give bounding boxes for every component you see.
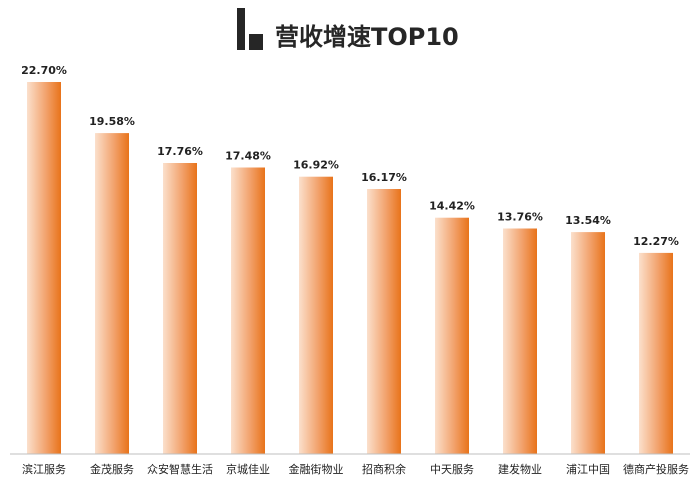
value-label-7: 14.42% [429, 200, 475, 213]
value-label-10: 12.27% [633, 235, 679, 248]
bar-10 [639, 252, 673, 454]
value-label-2: 19.58% [89, 115, 135, 128]
chart-header: 营收增速TOP10 [237, 8, 459, 51]
category-label-7: 中天服务 [430, 463, 474, 476]
value-label-9: 13.54% [565, 214, 611, 227]
value-label-1: 22.70% [21, 64, 67, 77]
value-labels-layer: 22.70% 19.58% 17.76% 17.48% 16.92% 16.17% 14.4… [21, 64, 679, 248]
value-label-3: 17.76% [157, 145, 203, 158]
value-label-5: 16.92% [293, 159, 339, 172]
value-label-4: 17.48% [225, 150, 271, 163]
bar-3 [163, 163, 197, 454]
bar-chart-logo-icon [237, 8, 263, 50]
bar-6 [367, 189, 401, 454]
bar-8 [503, 228, 537, 454]
category-label-10: 德商产投服务 [623, 462, 689, 476]
category-label-2: 金茂服务 [90, 462, 134, 476]
bar-1 [27, 82, 61, 454]
bar-7 [435, 217, 469, 454]
category-label-3: 众安智慧生活 [147, 462, 213, 476]
bar-2 [95, 133, 129, 454]
bar-5 [299, 176, 333, 454]
bar-9 [571, 232, 605, 454]
bar-4 [231, 167, 265, 454]
bars-layer [27, 82, 673, 454]
category-label-1: 滨江服务 [22, 462, 66, 476]
category-label-4: 京城佳业 [226, 462, 270, 476]
category-label-6: 招商积余 [362, 462, 406, 476]
category-labels-layer: 滨江服务 金茂服务 众安智慧生活 京城佳业 金融街物业 招商积余 中天服务 建发物业 浦江中国德… [22, 462, 689, 476]
chart-title: 营收增速TOP10 [275, 23, 459, 51]
category-label-8: 建发物业 [498, 462, 542, 476]
value-label-6: 16.17% [361, 171, 407, 184]
category-label-9: 浦江中国 [566, 463, 610, 476]
category-label-5: 金融街物业 [289, 462, 344, 476]
value-label-8: 13.76% [497, 211, 543, 224]
